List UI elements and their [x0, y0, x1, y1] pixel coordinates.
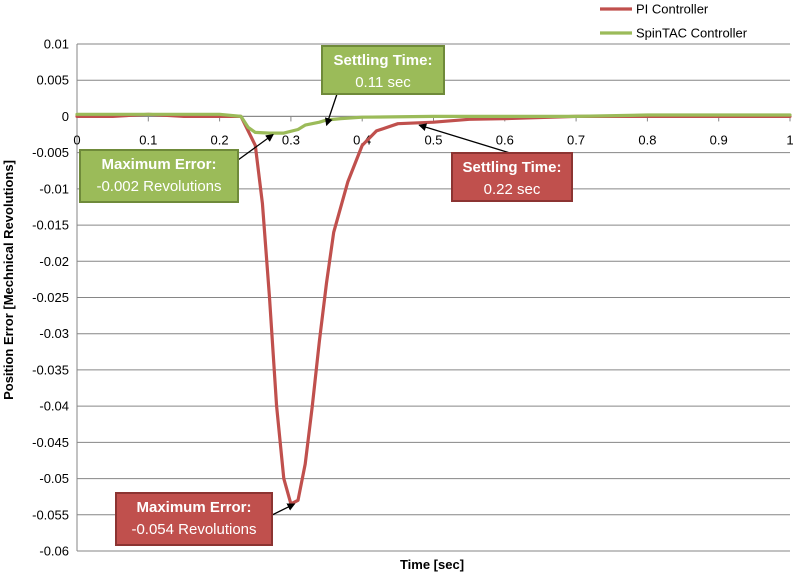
annotation-box	[451, 152, 573, 202]
y-tick-label: -0.055	[32, 507, 69, 522]
annotation-value: -0.002 Revolutions	[96, 178, 221, 195]
legend: PI Controller SpinTAC Controller	[600, 2, 748, 41]
y-tick-label: -0.025	[32, 290, 69, 305]
annotation-arrow	[237, 133, 274, 161]
y-tick-label: 0.005	[36, 73, 69, 88]
y-tick-label: 0	[62, 109, 69, 124]
annotation-arrow	[418, 123, 511, 154]
y-tick-label: -0.015	[32, 218, 69, 233]
y-tick-label: -0.02	[39, 254, 69, 269]
series-line-spintac-controller	[75, 112, 792, 135]
x-tick-label: 0.2	[211, 132, 229, 147]
y-tick-label: -0.03	[39, 326, 69, 341]
annotation-box	[321, 45, 445, 95]
x-tick-label: 0.6	[496, 132, 514, 147]
axis-layer: 0.01 0.005 0 -0.005 -0.01 -0.015 -0.02 -0.025 -0…	[32, 37, 793, 559]
y-tick-label: -0.005	[32, 145, 69, 160]
y-tick-label: -0.06	[39, 544, 69, 559]
y-axis-title: Position Error [Mechnical Revolutions]	[1, 160, 16, 400]
annotation-pi-maxerr: Maximum Error: -0.054 Revolutions	[115, 492, 296, 546]
x-tick-label: 0.3	[282, 132, 300, 147]
annotation-title: Maximum Error:	[101, 156, 216, 173]
x-tick-label: 0.4	[353, 132, 371, 147]
annotation-value: 0.11 sec	[355, 74, 411, 91]
annotation-box	[79, 149, 239, 203]
legend-label-pi-controller: PI Controller	[636, 2, 709, 17]
series-layer	[75, 112, 792, 506]
annotation-layer: Settling Time: 0.11 sec Maximum Error: -0.0…	[79, 45, 573, 546]
x-tick-label: 0.8	[638, 132, 656, 147]
x-tick-label: 1	[786, 132, 793, 147]
x-tick-label: 0	[73, 132, 80, 147]
x-axis-title: Time [sec]	[400, 557, 464, 572]
annotation-value: -0.054 Revolutions	[131, 521, 256, 538]
x-tick-label: 0.7	[567, 132, 585, 147]
annotation-title: Settling Time:	[334, 52, 433, 69]
y-tick-label: 0.01	[44, 37, 69, 52]
annotation-title: Settling Time:	[463, 159, 562, 176]
y-tick-label: -0.04	[39, 399, 69, 414]
grid-layer	[77, 43, 790, 552]
legend-label-spintac-controller: SpinTAC Controller	[636, 26, 748, 41]
y-tick-label: -0.01	[39, 181, 69, 196]
x-tick-label: 0.5	[424, 132, 442, 147]
y-tick-label: -0.045	[32, 435, 69, 450]
annotation-si-maxerr: Maximum Error: -0.002 Revolutions	[79, 133, 274, 203]
annotation-arrow	[324, 93, 338, 127]
annotation-si-settle: Settling Time: 0.11 sec	[321, 45, 445, 127]
x-tick-label: 0.1	[139, 132, 157, 147]
annotation-pi-settle: Settling Time: 0.22 sec	[418, 123, 573, 202]
x-tick-label: 0.9	[710, 132, 728, 147]
annotation-title: Maximum Error:	[136, 499, 251, 516]
annotation-box	[115, 492, 273, 546]
y-tick-label: -0.05	[39, 471, 69, 486]
y-tick-label: -0.035	[32, 362, 69, 377]
annotation-value: 0.22 sec	[484, 181, 541, 198]
